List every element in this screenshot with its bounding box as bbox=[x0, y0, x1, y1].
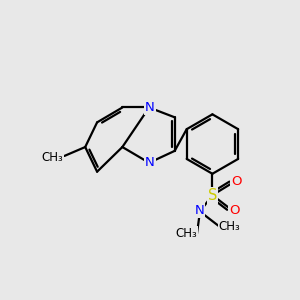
Text: O: O bbox=[231, 175, 242, 188]
Text: N: N bbox=[145, 156, 154, 169]
Text: CH₃: CH₃ bbox=[42, 151, 63, 164]
Text: S: S bbox=[208, 188, 217, 203]
Text: O: O bbox=[229, 203, 239, 217]
Text: N: N bbox=[194, 203, 204, 217]
Text: CH₃: CH₃ bbox=[176, 227, 197, 240]
Text: CH₃: CH₃ bbox=[219, 220, 241, 233]
Text: N: N bbox=[145, 101, 154, 114]
